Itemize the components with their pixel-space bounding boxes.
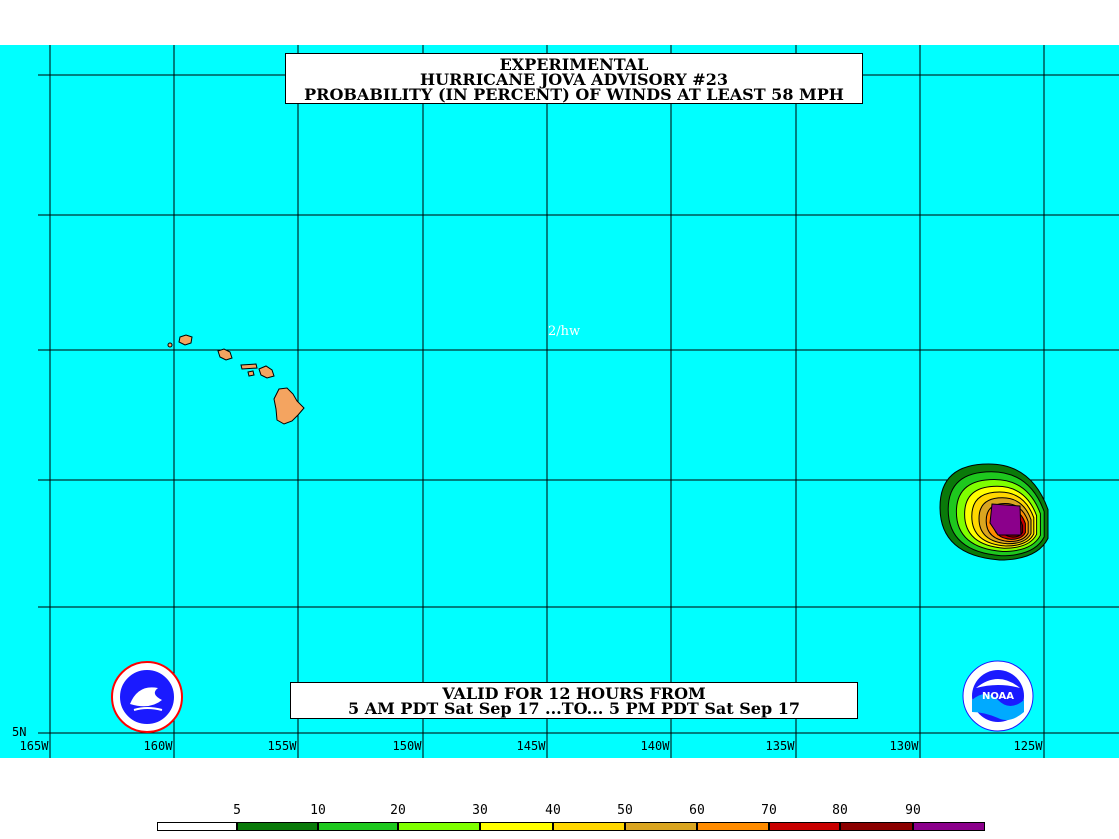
kauai-island: [178, 334, 193, 346]
legend-label: 80: [832, 803, 848, 818]
legend-swatch: [318, 822, 398, 831]
legend-swatch: [157, 822, 237, 831]
legend-label: 5: [233, 803, 241, 818]
legend-label: 50: [617, 803, 633, 818]
latitude-label-5n: 5N: [12, 725, 27, 739]
longitude-label: 155W: [267, 739, 297, 753]
title-line-probability: PROBABILITY (IN PERCENT) OF WINDS AT LEA…: [304, 85, 844, 104]
legend-swatch: [697, 822, 769, 831]
valid-period-box: VALID FOR 12 HOURS FROM 5 AM PDT Sat Sep…: [290, 682, 858, 719]
legend-label: 40: [545, 803, 561, 818]
big-island: [273, 387, 305, 425]
wind-probability-contours: [939, 463, 1049, 561]
title-line-advisory: HURRICANE JOVA ADVISORY #23: [420, 70, 728, 89]
nws-logo: [111, 661, 183, 733]
longitude-label: 160W: [143, 739, 173, 753]
longitude-label: 150W: [392, 739, 422, 753]
map-canvas: [0, 45, 1119, 758]
legend-swatch: [913, 822, 985, 831]
valid-line-1: VALID FOR 12 HOURS FROM: [442, 684, 706, 703]
legend-label: 30: [472, 803, 488, 818]
legend-swatch: [769, 822, 840, 831]
longitude-label: 145W: [516, 739, 546, 753]
longitude-label: 125W: [1013, 739, 1043, 753]
niihau-island: [167, 342, 173, 348]
legend-label: 60: [689, 803, 705, 818]
map-area: 2/hw NOAA: [0, 45, 1119, 758]
legend-swatch: [625, 822, 697, 831]
valid-line-2: 5 AM PDT Sat Sep 17 ...TO... 5 PM PDT Sa…: [348, 699, 800, 718]
lat-lon-grid: [38, 45, 1119, 758]
legend-swatch: [398, 822, 480, 831]
legend-swatch: [237, 822, 318, 831]
longitude-label: 165W: [19, 739, 49, 753]
legend-swatch: [553, 822, 625, 831]
hawaiian-islands: [167, 334, 305, 425]
legend-label: 20: [390, 803, 406, 818]
watermark-label: 2/hw: [548, 324, 581, 339]
probability-legend: 5 10 20 30 40 50 60 70 80 90: [0, 800, 1119, 839]
noaa-logo: NOAA: [962, 660, 1034, 732]
oahu-island: [217, 348, 233, 361]
maui-island: [258, 365, 275, 379]
longitude-label: 130W: [889, 739, 919, 753]
legend-label: 10: [310, 803, 326, 818]
title-line-experimental: EXPERIMENTAL: [499, 55, 649, 74]
legend-swatch: [480, 822, 553, 831]
legend-swatch: [840, 822, 913, 831]
longitude-label: 135W: [765, 739, 795, 753]
longitude-label: 140W: [640, 739, 670, 753]
molokai-island: [240, 363, 258, 370]
title-box: EXPERIMENTAL HURRICANE JOVA ADVISORY #23…: [285, 53, 863, 104]
ocean-background: [0, 45, 1119, 758]
legend-label: 70: [761, 803, 777, 818]
probability-contour-core: [989, 503, 1022, 536]
lanai-island: [247, 370, 255, 377]
noaa-logo-text: NOAA: [982, 691, 1014, 702]
legend-label: 90: [905, 803, 921, 818]
